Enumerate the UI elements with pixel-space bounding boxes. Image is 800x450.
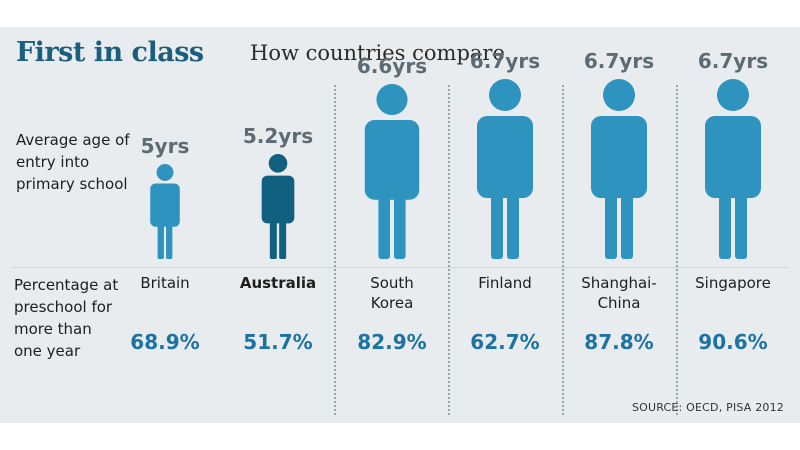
country-label-britain: Britain — [140, 274, 190, 292]
infographic-card: First in class How countries compare Ave… — [0, 27, 800, 423]
source-note: SOURCE: OECD, PISA 2012 — [631, 401, 784, 414]
person-figure-britain — [150, 164, 180, 259]
age-label-finland: 6.7yrs — [469, 49, 541, 73]
person-figure-australia — [261, 154, 295, 259]
chart-title: First in class — [16, 37, 204, 68]
person-figure-finland — [477, 79, 533, 259]
person-figure-singapore — [705, 79, 761, 259]
country-label-finland: Finland — [478, 274, 532, 292]
preschool-row-label: Percentage at preschool for more than on… — [14, 276, 119, 360]
preschool-percent-finland: 62.7% — [470, 330, 540, 354]
country-label-singapore: Singapore — [695, 274, 771, 292]
country-label-south-korea: South Korea — [370, 274, 414, 312]
person-figure-shanghai-china — [591, 79, 647, 259]
preschool-percent-australia: 51.7% — [243, 330, 313, 354]
age-label-shanghai-china: 6.7yrs — [583, 49, 655, 73]
preschool-percent-shanghai-china: 87.8% — [584, 330, 654, 354]
preschool-percent-south-korea: 82.9% — [357, 330, 427, 354]
column-divider — [334, 85, 336, 415]
column-divider — [448, 85, 450, 415]
preschool-percent-britain: 68.9% — [130, 330, 200, 354]
age-label-britain: 5yrs — [140, 134, 190, 158]
column-divider — [676, 85, 678, 415]
person-figure-south-korea — [364, 84, 420, 259]
country-label-australia: Australia — [239, 274, 317, 292]
country-label-shanghai-china: Shanghai- China — [581, 274, 657, 312]
column-divider — [562, 85, 564, 415]
preschool-percent-singapore: 90.6% — [698, 330, 768, 354]
age-label-australia: 5.2yrs — [242, 124, 314, 148]
chart-subtitle: How countries compare — [250, 41, 505, 65]
age-label-singapore: 6.7yrs — [697, 49, 769, 73]
row-divider — [12, 267, 788, 268]
age-label-south-korea: 6.6yrs — [356, 54, 428, 78]
pictograph — [150, 79, 761, 259]
age-row-label: Average age of entry into primary school — [16, 131, 130, 193]
